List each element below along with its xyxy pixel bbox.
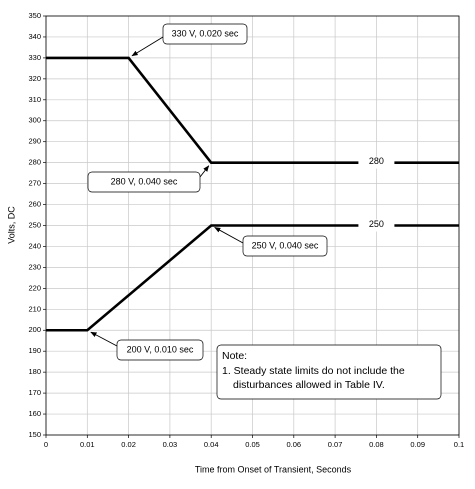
x-tick-label: 0.03 [163,440,178,449]
y-tick-label: 340 [28,32,41,41]
limit-line [46,56,459,164]
line-label: 280 [369,156,384,166]
x-tick-label: 0.04 [204,440,219,449]
y-tick-label: 300 [28,116,41,125]
x-axis-label: Time from Onset of Transient, Seconds [195,464,352,474]
x-tick-label: 0.01 [80,440,95,449]
y-tick-label: 310 [28,95,41,104]
callout-arrow [131,36,164,57]
y-tick-label: 240 [28,241,41,250]
y-tick-label: 170 [28,388,41,397]
y-tick-label: 230 [28,262,41,271]
y-tick-label: 250 [28,220,41,229]
callout-box [242,235,328,257]
limit-line [46,224,459,332]
y-tick-label: 330 [28,53,41,62]
note-box [216,344,442,400]
x-tick-label: 0.09 [410,440,425,449]
x-tick-label: 0.05 [245,440,260,449]
line-label: 250 [369,219,384,229]
y-tick-label: 280 [28,158,41,167]
callout-arrow [90,331,118,347]
y-tick-label: 260 [28,200,41,209]
x-tick-label: 0.07 [328,440,343,449]
callout-label: 280 V, 0.040 sec [111,176,178,186]
y-tick-label: 320 [28,74,41,83]
y-tick-label: 160 [28,409,41,418]
callout-box [87,171,201,193]
x-tick-label: 0.08 [369,440,384,449]
callout-label: 330 V, 0.020 sec [172,28,239,38]
callout-label: 250 V, 0.040 sec [252,240,319,250]
callout-arrow [199,165,210,178]
y-tick-label: 210 [28,304,41,313]
y-tick-label: 290 [28,137,41,146]
note-line: 1. Steady state limits do not include th… [222,365,405,377]
line-label-bg [358,219,395,232]
note-title: Note: [222,350,247,362]
callout-arrow [214,227,244,244]
x-tick-label: 0.06 [286,440,301,449]
y-tick-label: 350 [28,11,41,20]
y-tick-label: 270 [28,179,41,188]
y-tick-label: 200 [28,325,41,334]
y-tick-label: 150 [28,430,41,439]
y-tick-label: 190 [28,346,41,355]
x-tick-label: 0 [44,440,48,449]
line-label-bg [358,156,395,169]
y-tick-label: 220 [28,283,41,292]
note-line: disturbances allowed in Table IV. [233,379,385,391]
x-tick-label: 0.02 [121,440,136,449]
callout-box [162,23,248,45]
y-axis-label: Volts, DC [6,206,16,244]
callout-box [116,339,204,361]
callout-label: 200 V, 0.010 sec [127,344,194,354]
x-tick-label: 0.1 [454,440,464,449]
y-tick-label: 180 [28,367,41,376]
